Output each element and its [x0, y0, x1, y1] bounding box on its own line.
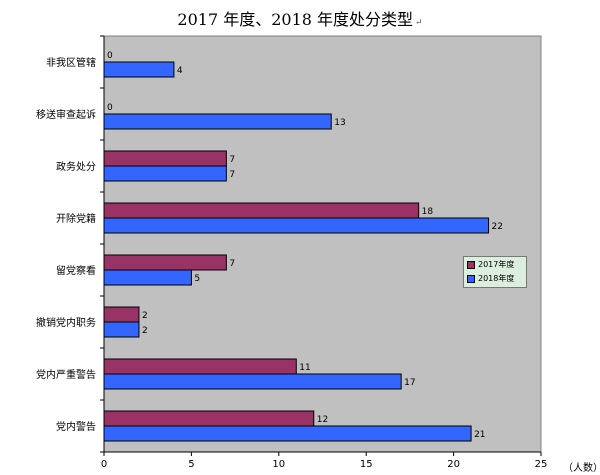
bar-2017 — [103, 358, 297, 375]
data-label: 21 — [474, 430, 485, 440]
bar-2018 — [103, 61, 175, 78]
category-label: 党内严重警告 — [36, 368, 96, 381]
x-tick-label: 25 — [535, 459, 548, 470]
data-label: 12 — [317, 415, 328, 425]
x-tick-label: 20 — [447, 459, 460, 470]
category-label: 留党察看 — [56, 264, 96, 277]
data-label: 18 — [422, 207, 434, 217]
category-label: 移送审查起诉 — [36, 108, 96, 121]
bar-2017 — [103, 410, 315, 427]
category-label: 政务处分 — [56, 160, 96, 173]
title-paragraph-mark: ↵ — [415, 18, 423, 28]
data-label: 2 — [142, 311, 148, 321]
bar-2017 — [103, 202, 420, 219]
data-label: 17 — [404, 378, 415, 388]
bar-2018 — [103, 165, 227, 182]
x-tick-label: 10 — [272, 459, 285, 470]
chart-title-text: 2017 年度、2018 年度处分类型 — [177, 10, 414, 29]
bar-2018 — [103, 217, 490, 234]
plot-area — [103, 35, 542, 453]
category-label: 非我区管辖 — [46, 56, 96, 69]
data-label: 7 — [229, 155, 235, 165]
bar-2017 — [103, 306, 140, 323]
data-label: 4 — [177, 66, 183, 76]
data-label: 13 — [334, 118, 345, 128]
bar-2018 — [103, 269, 192, 286]
legend-label-2018: 2018年度 — [478, 274, 515, 283]
chart-title: 2017 年度、2018 年度处分类型 ↵ — [0, 6, 600, 30]
legend-label-2017: 2017年度 — [478, 260, 515, 269]
data-label: 7 — [229, 170, 235, 180]
data-label: 0 — [107, 103, 113, 113]
chart-legend: 2017年度 2018年度 — [463, 256, 527, 288]
legend-item-2017: 2017年度 — [464, 258, 526, 271]
data-label: 5 — [194, 274, 200, 284]
bar-2018 — [103, 321, 140, 338]
category-label: 撤销党内职务 — [36, 316, 96, 329]
x-tick-label: 0 — [101, 459, 107, 470]
data-label: 22 — [492, 222, 503, 232]
category-label: 党内警告 — [56, 420, 96, 433]
category-label: 开除党籍 — [56, 212, 96, 225]
legend-swatch-2017 — [467, 260, 475, 269]
data-label: 0 — [107, 51, 113, 61]
bar-2018 — [103, 113, 332, 130]
bar-2017 — [103, 254, 227, 271]
x-tick-label: 15 — [360, 459, 373, 470]
data-label: 11 — [299, 363, 310, 373]
legend-swatch-2018 — [467, 274, 475, 283]
x-axis-unit-label: （人数） — [563, 463, 600, 474]
data-label: 2 — [142, 326, 148, 336]
legend-item-2018: 2018年度 — [464, 272, 526, 285]
bar-2017 — [103, 150, 227, 167]
bar-2018 — [103, 425, 472, 442]
data-label: 7 — [229, 259, 235, 269]
bar-2018 — [103, 373, 402, 390]
x-tick-label: 5 — [188, 459, 194, 470]
